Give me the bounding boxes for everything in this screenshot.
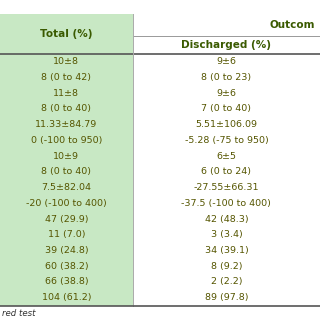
Text: 8 (9.2): 8 (9.2) bbox=[211, 262, 242, 271]
Text: 6±5: 6±5 bbox=[216, 152, 236, 161]
Text: -5.28 (-75 to 950): -5.28 (-75 to 950) bbox=[185, 136, 268, 145]
Text: 6 (0 to 24): 6 (0 to 24) bbox=[201, 167, 252, 176]
Text: 10±8: 10±8 bbox=[53, 57, 79, 66]
Text: 42 (48.3): 42 (48.3) bbox=[204, 214, 248, 224]
Text: 11.33±84.79: 11.33±84.79 bbox=[35, 120, 98, 129]
Bar bbox=[133, 14, 320, 306]
Text: 104 (61.2): 104 (61.2) bbox=[42, 293, 91, 302]
Text: Discharged (%): Discharged (%) bbox=[181, 40, 271, 50]
Text: 39 (24.8): 39 (24.8) bbox=[44, 246, 88, 255]
Text: Total (%): Total (%) bbox=[40, 29, 93, 39]
Text: -27.55±66.31: -27.55±66.31 bbox=[194, 183, 259, 192]
Text: 11 (7.0): 11 (7.0) bbox=[48, 230, 85, 239]
Text: 5.51±106.09: 5.51±106.09 bbox=[196, 120, 257, 129]
Text: 89 (97.8): 89 (97.8) bbox=[205, 293, 248, 302]
Text: 8 (0 to 42): 8 (0 to 42) bbox=[41, 73, 92, 82]
Text: 7.5±82.04: 7.5±82.04 bbox=[41, 183, 92, 192]
Text: 7 (0 to 40): 7 (0 to 40) bbox=[201, 104, 252, 113]
Text: 34 (39.1): 34 (39.1) bbox=[204, 246, 248, 255]
Text: 66 (38.8): 66 (38.8) bbox=[44, 277, 88, 286]
Text: 0 (-100 to 950): 0 (-100 to 950) bbox=[31, 136, 102, 145]
Text: 9±6: 9±6 bbox=[216, 89, 236, 98]
Text: red test: red test bbox=[2, 309, 35, 318]
Text: 8 (0 to 23): 8 (0 to 23) bbox=[201, 73, 252, 82]
Bar bbox=[0, 14, 133, 306]
Text: 11±8: 11±8 bbox=[53, 89, 79, 98]
Text: 9±6: 9±6 bbox=[216, 57, 236, 66]
Text: 3 (3.4): 3 (3.4) bbox=[211, 230, 242, 239]
Text: 47 (29.9): 47 (29.9) bbox=[45, 214, 88, 224]
Text: 8 (0 to 40): 8 (0 to 40) bbox=[41, 104, 92, 113]
Text: -20 (-100 to 400): -20 (-100 to 400) bbox=[26, 199, 107, 208]
Text: 8 (0 to 40): 8 (0 to 40) bbox=[41, 167, 92, 176]
Text: 2 (2.2): 2 (2.2) bbox=[211, 277, 242, 286]
Text: -37.5 (-100 to 400): -37.5 (-100 to 400) bbox=[181, 199, 271, 208]
Text: Outcom: Outcom bbox=[270, 20, 315, 30]
Text: 10±9: 10±9 bbox=[53, 152, 79, 161]
Text: 60 (38.2): 60 (38.2) bbox=[44, 262, 88, 271]
